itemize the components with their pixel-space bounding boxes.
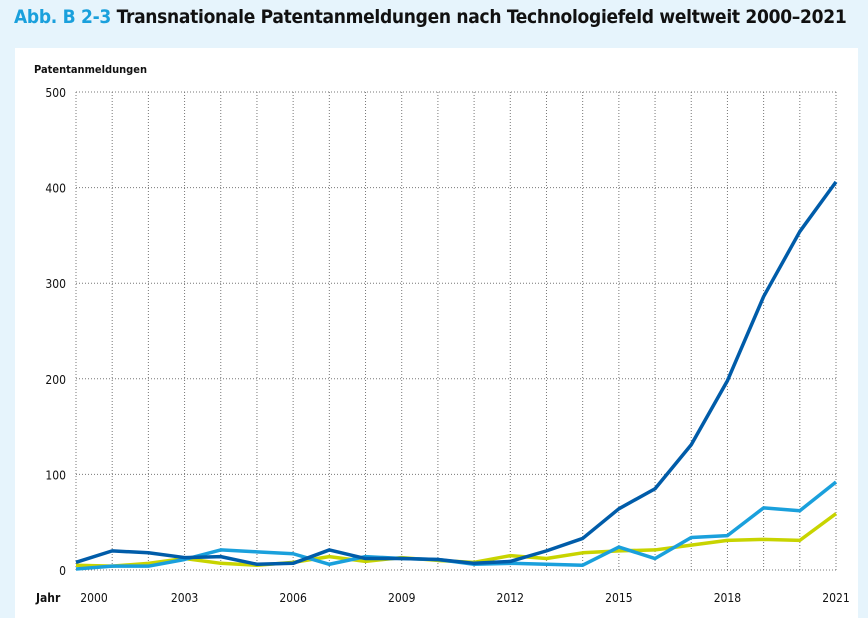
y-tick-label: 500 [45,86,66,100]
y-axis-label: Patentanmeldungen [34,63,148,76]
y-tick-label: 300 [45,277,66,291]
chart-panel [15,48,858,618]
figure-label: Abb. B 2-3 [14,6,112,28]
y-tick-label: 100 [45,468,66,482]
x-tick-label: 2009 [388,591,416,605]
x-tick-label: 2012 [497,591,524,605]
x-tick-label: 2015 [605,591,632,605]
x-axis-label: Jahr [35,591,61,605]
y-tick-label: 200 [45,373,66,387]
title-text: Transnationale Patentanmeldungen nach Te… [116,6,847,28]
x-tick-label: 2021 [822,591,849,605]
series-line-2 [75,180,838,567]
x-tick-label: 2006 [279,591,307,605]
x-tick-label: 2003 [171,591,198,605]
x-tick-label: 2000 [80,591,108,605]
chart-title: Abb. B 2-3 Transnationale Patentanmeldun… [14,6,847,28]
y-tick-label: 400 [45,182,66,196]
y-tick-label: 0 [59,564,66,578]
x-tick-label: 2018 [714,591,742,605]
